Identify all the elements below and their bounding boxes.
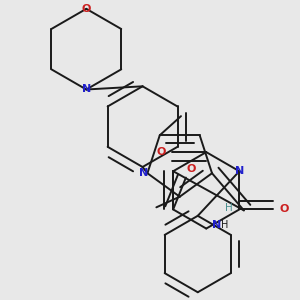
Text: H: H (221, 220, 229, 230)
Text: O: O (279, 204, 289, 214)
Text: O: O (187, 164, 196, 174)
Text: N: N (212, 220, 221, 230)
Text: O: O (82, 4, 91, 14)
Text: N: N (139, 168, 148, 178)
Text: H: H (225, 203, 233, 213)
Text: O: O (157, 147, 166, 157)
Text: N: N (82, 85, 91, 94)
Text: N: N (235, 166, 244, 176)
